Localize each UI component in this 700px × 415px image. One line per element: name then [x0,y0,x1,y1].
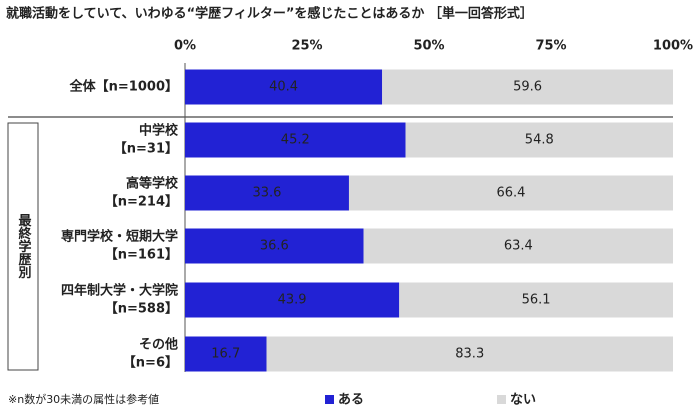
category-label: 高等学校 [126,176,179,192]
bar-segment [399,282,673,318]
category-label: 中学校 [139,123,179,139]
value-label: 83.3 [455,347,484,362]
category-label: 全体【n=1000】 [69,79,178,95]
x-tick-label: 25% [291,39,322,54]
bar-segment [363,228,673,264]
legend-swatch [497,395,506,404]
category-label: 【n=214】 [105,194,178,210]
value-label: 45.2 [281,133,310,148]
bar-segment [185,122,406,158]
x-tick-label: 75% [535,39,566,54]
value-label: 40.4 [269,80,298,95]
value-label: 59.6 [513,80,542,95]
bar-segment [348,175,673,211]
bar-segment [185,336,267,372]
category-label: 【n=161】 [105,247,178,263]
group-label: 最終学歴別 [16,214,33,280]
legend-label: ない [510,393,536,408]
x-tick-label: 100% [653,39,693,54]
footnote: ※n数が30未満の属性は参考値 [8,392,159,406]
bar-segment [266,336,673,372]
bar-segment [405,122,673,158]
value-label: 16.7 [211,347,240,362]
category-label: 【n=588】 [105,301,178,317]
bar-segment [185,282,400,318]
bar-segment [185,69,383,105]
category-label: その他 [139,337,178,353]
value-label: 33.6 [253,186,282,201]
value-label: 36.6 [260,239,289,254]
category-label: 四年制大学・大学院 [61,283,178,299]
bar-segment [185,175,349,211]
group-box [7,122,39,371]
x-tick-label: 50% [413,39,444,54]
value-label: 66.4 [497,186,526,201]
value-label: 54.8 [525,133,554,148]
value-label: 43.9 [278,293,307,308]
x-tick-label: 0% [174,39,196,54]
bar-segment [185,228,364,264]
category-label: 専門学校・短期大学 [61,229,178,245]
value-label: 56.1 [522,293,551,308]
value-label: 63.4 [504,239,533,254]
category-label: 【n=6】 [123,355,178,371]
legend-swatch [325,395,334,404]
category-label: 【n=31】 [114,141,178,157]
chart-title: 就職活動をしていて、いわゆる“学歴フィルター”を感じたことはあるか ［単一回答形… [6,6,533,22]
bar-segment [382,69,673,105]
legend-label: ある [338,393,364,408]
